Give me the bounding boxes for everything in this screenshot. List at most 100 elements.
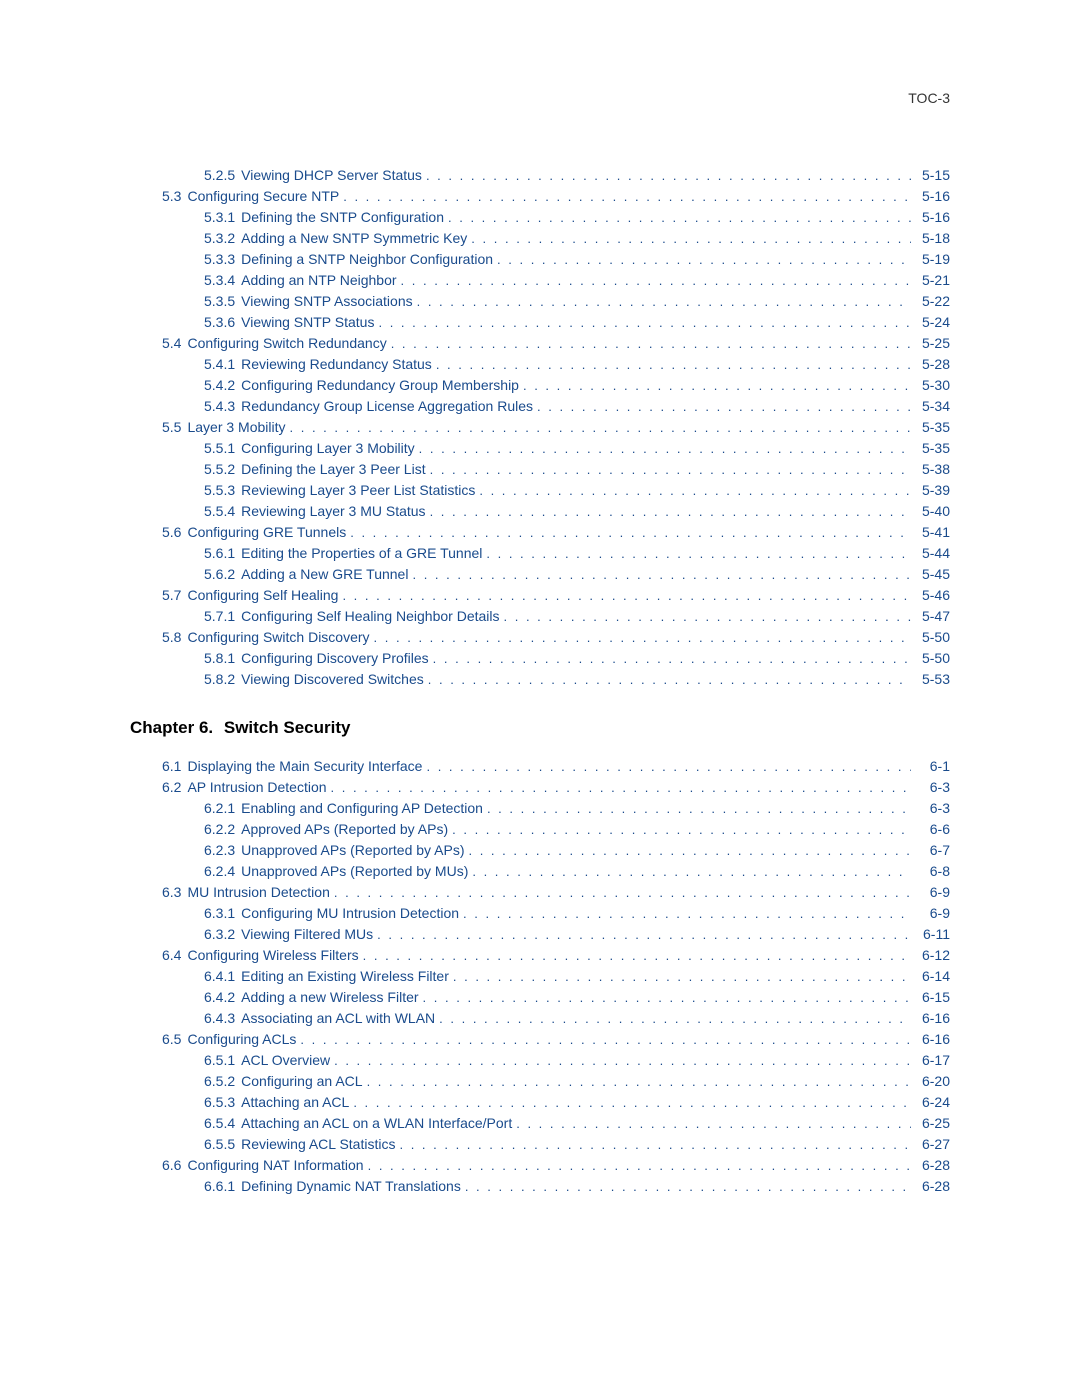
toc-entry-title: Reviewing Layer 3 MU Status — [241, 501, 425, 521]
toc-entry[interactable]: 5.3.3Defining a SNTP Neighbor Configurat… — [130, 249, 950, 270]
toc-entry[interactable]: 5.8.2Viewing Discovered Switches5-53 — [130, 669, 950, 690]
toc-entry-page: 5-19 — [915, 249, 950, 269]
toc-leader-dots — [374, 628, 911, 648]
toc-entry[interactable]: 5.3.1Defining the SNTP Configuration5-16 — [130, 207, 950, 228]
toc-entry-title: Configuring NAT Information — [187, 1155, 363, 1175]
toc-entry[interactable]: 5.4Configuring Switch Redundancy5-25 — [130, 333, 950, 354]
toc-entry-title: Unapproved APs (Reported by MUs) — [241, 861, 468, 881]
toc-entry-number: 6.2.4 — [204, 861, 235, 881]
toc-entry-title: Configuring ACLs — [187, 1029, 296, 1049]
toc-leader-dots — [439, 1009, 911, 1029]
toc-entry[interactable]: 5.8.1Configuring Discovery Profiles5-50 — [130, 648, 950, 669]
toc-leader-dots — [523, 376, 911, 396]
toc-entry[interactable]: 5.3Configuring Secure NTP5-16 — [130, 186, 950, 207]
toc-leader-dots — [391, 334, 911, 354]
toc-entry[interactable]: 5.5Layer 3 Mobility5-35 — [130, 417, 950, 438]
toc-entry-number: 6.4 — [162, 945, 181, 965]
toc-leader-dots — [343, 187, 911, 207]
toc-entry-page: 5-40 — [915, 501, 950, 521]
toc-entry-page: 5-15 — [915, 165, 950, 185]
toc-entry[interactable]: 5.7Configuring Self Healing5-46 — [130, 585, 950, 606]
toc-entry[interactable]: 5.6.1Editing the Properties of a GRE Tun… — [130, 543, 950, 564]
toc-entry[interactable]: 5.3.2Adding a New SNTP Symmetric Key5-18 — [130, 228, 950, 249]
toc-entry[interactable]: 5.2.5Viewing DHCP Server Status5-15 — [130, 165, 950, 186]
toc-leader-dots — [342, 586, 911, 606]
toc-entry[interactable]: 6.5.2Configuring an ACL6-20 — [130, 1071, 950, 1092]
toc-entry-number: 5.4.1 — [204, 354, 235, 374]
toc-entry[interactable]: 5.5.1Configuring Layer 3 Mobility5-35 — [130, 438, 950, 459]
toc-entry[interactable]: 6.1Displaying the Main Security Interfac… — [130, 756, 950, 777]
toc-leader-dots — [468, 841, 911, 861]
toc-entry-title: Reviewing ACL Statistics — [241, 1134, 395, 1154]
toc-entry[interactable]: 5.4.2Configuring Redundancy Group Member… — [130, 375, 950, 396]
toc-entry-number: 6.2 — [162, 777, 181, 797]
toc-entry[interactable]: 6.2.3Unapproved APs (Reported by APs)6-7 — [130, 840, 950, 861]
toc-leader-dots — [423, 988, 911, 1008]
toc-entry[interactable]: 6.3MU Intrusion Detection6-9 — [130, 882, 950, 903]
toc-entry[interactable]: 6.2.4Unapproved APs (Reported by MUs)6-8 — [130, 861, 950, 882]
toc-leader-dots — [399, 1135, 911, 1155]
toc-entry[interactable]: 6.2.2Approved APs (Reported by APs)6-6 — [130, 819, 950, 840]
toc-entry[interactable]: 5.5.4Reviewing Layer 3 MU Status5-40 — [130, 501, 950, 522]
toc-section-5: 5.2.5Viewing DHCP Server Status5-155.3Co… — [130, 165, 950, 690]
toc-entry[interactable]: 5.3.5Viewing SNTP Associations5-22 — [130, 291, 950, 312]
toc-entry[interactable]: 6.5Configuring ACLs6-16 — [130, 1029, 950, 1050]
toc-leader-dots — [537, 397, 911, 417]
toc-entry-title: AP Intrusion Detection — [187, 777, 326, 797]
toc-entry-number: 6.4.1 — [204, 966, 235, 986]
toc-entry[interactable]: 6.6Configuring NAT Information6-28 — [130, 1155, 950, 1176]
toc-leader-dots — [430, 502, 911, 522]
toc-entry[interactable]: 6.5.3Attaching an ACL6-24 — [130, 1092, 950, 1113]
toc-entry[interactable]: 6.3.2Viewing Filtered MUs6-11 — [130, 924, 950, 945]
toc-entry-page: 6-9 — [915, 903, 950, 923]
toc-entry[interactable]: 5.8 Configuring Switch Discovery 5-50 — [130, 627, 950, 648]
toc-entry[interactable]: 6.4.2Adding a new Wireless Filter6-15 — [130, 987, 950, 1008]
toc-entry[interactable]: 6.5.4Attaching an ACL on a WLAN Interfac… — [130, 1113, 950, 1134]
toc-entry[interactable]: 6.6.1Defining Dynamic NAT Translations6-… — [130, 1176, 950, 1197]
toc-entry[interactable]: 6.4.1 Editing an Existing Wireless Filter… — [130, 966, 950, 987]
toc-content: 5.2.5Viewing DHCP Server Status5-155.3Co… — [130, 165, 950, 1197]
toc-leader-dots — [504, 607, 911, 627]
toc-entry-page: 5-25 — [915, 333, 950, 353]
toc-entry-title: Editing an Existing Wireless Filter — [241, 966, 449, 986]
toc-entry-number: 5.5.1 — [204, 438, 235, 458]
toc-entry[interactable]: 5.3.4Adding an NTP Neighbor5-21 — [130, 270, 950, 291]
toc-entry[interactable]: 6.4.3Associating an ACL with WLAN6-16 — [130, 1008, 950, 1029]
toc-entry[interactable]: 5.6Configuring GRE Tunnels5-41 — [130, 522, 950, 543]
toc-entry[interactable]: 5.5.3Reviewing Layer 3 Peer List Statist… — [130, 480, 950, 501]
toc-entry[interactable]: 6.2AP Intrusion Detection6-3 — [130, 777, 950, 798]
page-header: TOC-3 — [908, 90, 950, 106]
toc-leader-dots — [350, 523, 911, 543]
toc-entry[interactable]: 5.5.2Defining the Layer 3 Peer List5-38 — [130, 459, 950, 480]
toc-entry-page: 6-24 — [915, 1092, 950, 1112]
toc-entry-page: 5-35 — [915, 438, 950, 458]
toc-entry[interactable]: 6.2.1Enabling and Configuring AP Detecti… — [130, 798, 950, 819]
toc-entry[interactable]: 5.7.1Configuring Self Healing Neighbor D… — [130, 606, 950, 627]
toc-entry-page: 5-50 — [915, 648, 950, 668]
toc-entry-number: 5.8 — [162, 627, 181, 647]
chapter-title: Switch Security — [224, 718, 351, 737]
toc-entry-page: 6-9 — [915, 882, 950, 902]
toc-leader-dots — [465, 1177, 911, 1197]
toc-entry-page: 6-14 — [915, 966, 950, 986]
toc-entry[interactable]: 5.3.6Viewing SNTP Status5-24 — [130, 312, 950, 333]
toc-entry[interactable]: 5.6.2Adding a New GRE Tunnel5-45 — [130, 564, 950, 585]
toc-entry[interactable]: 6.3.1Configuring MU Intrusion Detection6… — [130, 903, 950, 924]
toc-entry-title: Configuring Switch Discovery — [187, 627, 369, 647]
toc-entry-page: 6-16 — [915, 1008, 950, 1028]
toc-entry-title: Configuring Self Healing — [187, 585, 338, 605]
toc-entry-number: 5.3.6 — [204, 312, 235, 332]
toc-leader-dots — [487, 799, 911, 819]
toc-entry[interactable]: 6.5.1ACL Overview6-17 — [130, 1050, 950, 1071]
toc-entry-number: 5.3.2 — [204, 228, 235, 248]
toc-entry-page: 5-16 — [915, 207, 950, 227]
toc-entry[interactable]: 6.4Configuring Wireless Filters6-12 — [130, 945, 950, 966]
toc-entry-page: 5-50 — [915, 627, 950, 647]
toc-entry-title: Unapproved APs (Reported by APs) — [241, 840, 464, 860]
toc-entry-title: Viewing Discovered Switches — [241, 669, 424, 689]
toc-entry-title: Defining Dynamic NAT Translations — [241, 1176, 461, 1196]
toc-entry[interactable]: 6.5.5Reviewing ACL Statistics6-27 — [130, 1134, 950, 1155]
toc-entry-number: 5.8.1 — [204, 648, 235, 668]
toc-entry[interactable]: 5.4.3Redundancy Group License Aggregatio… — [130, 396, 950, 417]
toc-entry[interactable]: 5.4.1Reviewing Redundancy Status5-28 — [130, 354, 950, 375]
